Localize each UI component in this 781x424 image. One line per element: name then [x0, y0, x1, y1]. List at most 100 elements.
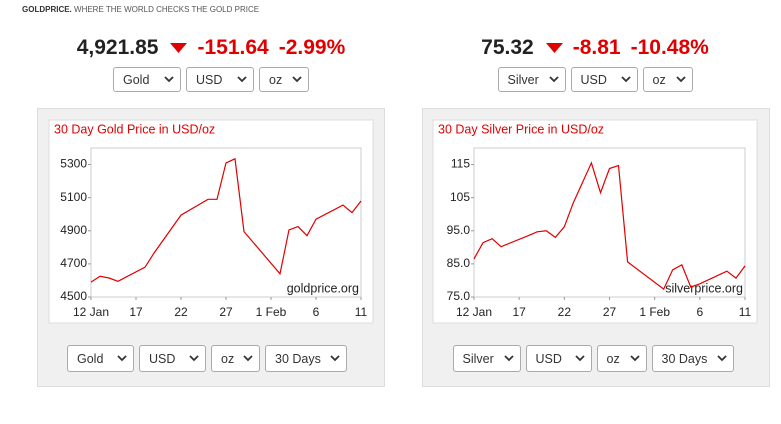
chevron-path	[574, 355, 585, 362]
x-tick-label: 11	[739, 305, 752, 319]
y-tick-label: 95.0	[447, 223, 471, 237]
chart-selector-row: Silver USD oz 30 Days	[398, 345, 781, 372]
price-line	[90, 157, 362, 283]
chevron-path	[243, 355, 253, 362]
chart-box	[432, 119, 758, 324]
chevron	[117, 355, 127, 362]
down-arrow-shape	[170, 43, 188, 53]
x-tick-label: 1 Feb	[256, 305, 287, 319]
price-line	[473, 161, 746, 291]
chevron-path	[292, 76, 302, 83]
chevron	[548, 76, 559, 83]
chevron-path	[503, 355, 514, 362]
dropdown[interactable]: 30 Days	[651, 345, 734, 372]
x-tick-label: 6	[696, 305, 703, 319]
x-tick-label: 1 Feb	[639, 305, 670, 319]
dropdown[interactable]: oz	[642, 67, 693, 92]
chevron	[675, 76, 686, 83]
dropdown-label: oz	[606, 351, 620, 366]
y-tick-label: 85.0	[447, 256, 471, 270]
down-arrow	[170, 43, 188, 53]
chart-title: 30 Day Gold Price in USD/oz	[54, 122, 215, 136]
chevron	[629, 355, 640, 362]
dropdown[interactable]: Gold	[113, 67, 181, 92]
dropdown[interactable]: 30 Days	[265, 345, 347, 372]
x-tick-label: 27	[603, 305, 617, 319]
dropdown[interactable]: Silver	[452, 345, 521, 372]
chevron	[237, 76, 247, 83]
dropdown[interactable]: USD	[525, 345, 592, 372]
dropdown[interactable]: oz	[259, 67, 309, 92]
y-tick-label: 105	[450, 190, 470, 204]
dropdown-label: USD	[580, 72, 607, 87]
chevron-path	[716, 355, 727, 362]
chevron-path	[620, 76, 631, 83]
watermark: silverprice.org	[665, 281, 743, 295]
chevron-path	[237, 76, 247, 83]
x-tick-label: 17	[512, 305, 526, 319]
price-change-percent: -10.48%	[630, 36, 709, 59]
chevron	[189, 355, 199, 362]
chevron-path	[330, 355, 340, 362]
chevron	[620, 76, 631, 83]
chevron	[330, 355, 340, 362]
dropdown[interactable]: Silver	[497, 67, 566, 92]
chevron-path	[548, 76, 559, 83]
dropdown-label: USD	[149, 351, 176, 366]
dropdown[interactable]: USD	[139, 345, 206, 372]
dropdown-label: oz	[221, 351, 235, 366]
price-change: -8.81	[572, 36, 621, 59]
down-arrow-shape	[545, 43, 563, 53]
tagline: WHERE THE WORLD CHECKS THE GOLD PRICE	[74, 5, 260, 14]
dropdown-label: 30 Days	[661, 351, 708, 366]
dropdown-label: USD	[535, 351, 562, 366]
chevron-path	[117, 355, 127, 362]
chevron	[164, 76, 174, 83]
selector-row: Gold USD oz	[16, 67, 406, 92]
y-tick-label: 5300	[60, 157, 87, 171]
dropdown[interactable]: USD	[186, 67, 254, 92]
chevron	[503, 355, 514, 362]
dropdown-label: 30 Days	[275, 351, 321, 366]
chevron-path	[189, 355, 199, 362]
down-arrow	[545, 43, 563, 53]
dropdown-label: oz	[652, 72, 666, 87]
dropdown[interactable]: oz	[211, 345, 260, 372]
chevron	[292, 76, 302, 83]
price: 4,921.85	[76, 36, 159, 59]
y-tick-label: 4900	[60, 223, 87, 237]
price-change-percent: -2.99%	[278, 36, 346, 59]
dropdown-label: oz	[269, 72, 283, 87]
chevron	[243, 355, 253, 362]
x-tick-label: 11	[355, 305, 368, 319]
dropdown-label: USD	[196, 72, 223, 87]
x-tick-label: 17	[129, 305, 143, 319]
dropdown[interactable]: oz	[596, 345, 647, 372]
dropdown[interactable]: USD	[570, 67, 638, 92]
x-tick-label: 12 Jan	[456, 305, 492, 319]
chart-box	[48, 119, 374, 324]
x-tick-label: 6	[313, 305, 320, 319]
dropdown[interactable]: Gold	[67, 345, 134, 372]
chart-selector-row: Gold USD oz 30 Days	[12, 345, 402, 372]
price-change: -151.64	[197, 36, 269, 59]
chevron-path	[675, 76, 686, 83]
site-header: GOLDPRICE. WHERE THE WORLD CHECKS THE GO…	[22, 5, 259, 14]
watermark: goldprice.org	[287, 281, 359, 295]
x-tick-label: 27	[219, 305, 233, 319]
y-tick-label: 75.0	[447, 289, 471, 303]
price-row: 75.32 -8.81 -10.48%	[400, 36, 781, 60]
chevron-path	[629, 355, 640, 362]
x-tick-label: 22	[174, 305, 188, 319]
chevron	[716, 355, 727, 362]
brand: GOLDPRICE.	[22, 5, 72, 14]
y-tick-label: 4700	[60, 256, 87, 270]
chart-title: 30 Day Silver Price in USD/oz	[438, 122, 604, 136]
y-tick-label: 5100	[60, 190, 87, 204]
y-tick-label: 115	[451, 157, 470, 171]
dropdown-label: Gold	[123, 72, 150, 87]
dropdown-label: Gold	[77, 351, 104, 366]
x-tick-label: 22	[558, 305, 572, 319]
